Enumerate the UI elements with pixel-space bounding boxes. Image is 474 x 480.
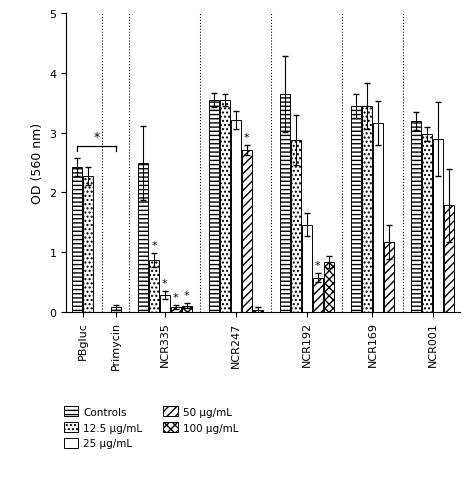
Text: *: * [315,260,320,270]
Bar [324,263,334,312]
Text: *: * [244,133,250,143]
Bar [280,95,290,312]
Bar [138,163,148,312]
Bar [351,107,361,312]
Bar [422,134,432,312]
Bar [433,139,443,312]
Bar [182,306,191,312]
Bar [171,307,181,312]
Bar [111,308,120,312]
Bar [302,225,312,312]
Bar [384,242,394,312]
Bar [444,206,454,312]
Text: *: * [93,131,100,144]
Legend: Controls, 12.5 μg/mL, 25 μg/mL, 50 μg/mL, 100 μg/mL: Controls, 12.5 μg/mL, 25 μg/mL, 50 μg/mL… [64,407,239,448]
Bar [220,101,230,312]
Bar [73,168,82,312]
Bar [231,120,241,312]
Bar [242,151,252,312]
Text: *: * [173,292,179,302]
Text: *: * [184,291,190,300]
Text: *: * [162,278,168,288]
Bar [149,260,159,312]
Bar [210,101,219,312]
Bar [83,176,93,312]
Y-axis label: OD (560 nm): OD (560 nm) [31,123,44,204]
Bar [362,107,372,312]
Bar [253,311,263,312]
Bar [160,295,170,312]
Bar [313,278,323,312]
Bar [291,141,301,312]
Bar [411,121,421,312]
Bar [373,123,383,312]
Text: *: * [151,240,157,250]
